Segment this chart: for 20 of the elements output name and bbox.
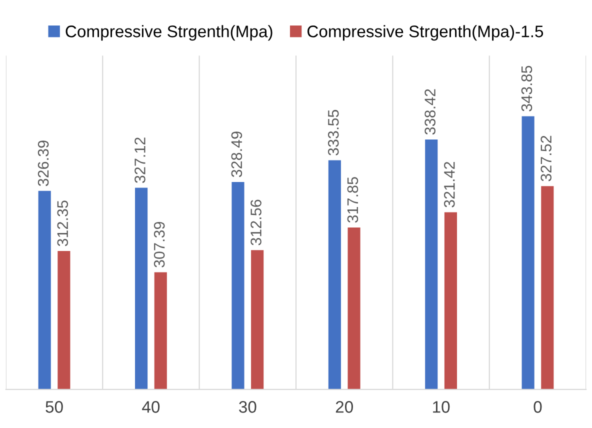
data-label: 312.35 [57,200,68,246]
data-label: 312.56 [250,200,262,246]
data-label: 317.85 [347,177,358,223]
x-tick-label: 0 [534,401,542,413]
legend-label: Compressive Strgenth(Mpa) [66,25,272,41]
data-label: 327.52 [540,136,552,182]
data-label: 327.12 [134,138,146,183]
data-label: 333.55 [328,110,339,156]
x-tick-label: 30 [239,401,256,413]
data-label: 338.42 [424,89,436,135]
data-label: 307.39 [154,222,165,268]
x-tick-label: 50 [46,401,63,413]
x-tick-label: 40 [142,401,160,413]
data-label: 326.39 [38,140,49,186]
data-label: 328.49 [231,132,242,178]
legend-label: Compressive Strgenth(Mpa)-1.5 [307,25,544,41]
x-tick-label: 20 [336,401,353,413]
data-label: 321.42 [444,162,455,208]
x-tick-label: 10 [433,401,450,413]
data-label: 343.85 [521,66,532,112]
